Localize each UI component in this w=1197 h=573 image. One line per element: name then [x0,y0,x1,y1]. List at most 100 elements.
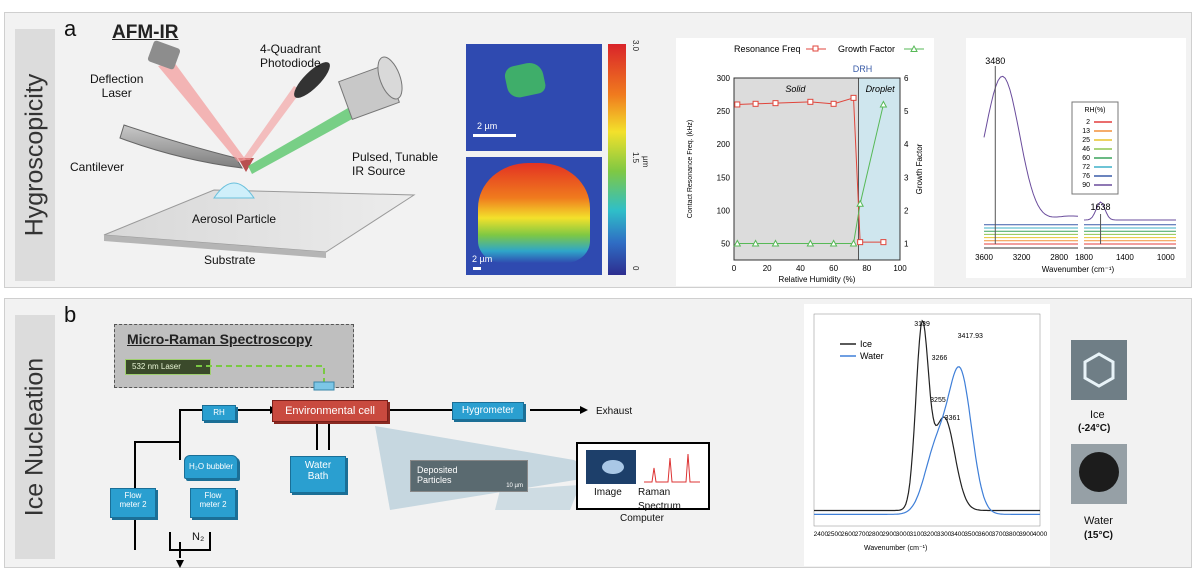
x-tick-label: 3600 [978,531,993,538]
peak-label: 3417.93 [958,333,983,340]
x-tick-label: 60 [829,264,838,273]
afm-map-top: 2 µm [466,44,602,151]
x-tick-label: 3100 [909,531,924,538]
environmental-cell-label: Environmental cell [285,405,375,417]
legend-label-water: Water [860,351,884,361]
y-axis-label-left: Contact Resonance Freq. (kHz) [687,120,694,218]
ir-legend-label: 72 [1082,164,1090,171]
point-growth [733,239,742,247]
ir-legend-label: 2 [1086,119,1090,126]
series-line-1 [737,104,884,244]
afm-colorbar [608,44,626,275]
label-substrate: Substrate [204,253,256,267]
n2-label: N₂ [192,531,205,543]
afm-map-3d: 2 µm [466,157,602,275]
ir-trace-90 [983,75,1079,218]
x-tick-label: 2700 [855,531,870,538]
ice-photo [1071,340,1127,400]
colorbar-tick-mid: 1.5 [631,152,640,164]
rh-box: RH [202,405,236,421]
chart-ir: 3600 3200 2800 1800 1400 1000 Wavenumber (cm⁻¹… [966,38,1186,278]
x-tick-label: 2900 [882,531,897,538]
point-resonance [857,239,864,246]
chart-raman: 2400 2500 2600 2700 2800 2900 3000 3100 3200 3300… [804,304,1050,566]
y-tick-label-left: 50 [721,239,730,248]
raman-spectrum-label: Raman Spectrum [638,487,681,512]
x-tick-label: 3500 [964,531,979,538]
water-photo [1071,444,1127,504]
raman-trace-ice [814,319,1040,512]
x-tick-label: 20 [763,264,772,273]
raman-box-title: Micro-Raman Spectroscopy [127,331,313,347]
legend-marker-resonance [812,45,819,52]
region-label-droplet: Droplet [866,84,896,94]
chart-rh: DRH Solid Droplet 0 20 40 60 80 100 50 100 150 200 25… [676,38,934,286]
label-cantilever: Cantilever [70,160,125,174]
peak-label: 3266 [932,355,948,362]
legend-growth: Growth Factor [838,44,895,54]
point-resonance [752,100,759,107]
y-tick-label-right: 4 [904,140,909,149]
point-growth [849,239,858,247]
x-tick-label: 1800 [1075,253,1093,262]
point-growth [751,239,760,247]
point-resonance [807,98,814,105]
colorbar-tick-top: 3.0 [631,40,640,52]
ir-legend-label: 25 [1082,137,1090,144]
panel-letter-a: a [64,16,77,41]
ir-legend-title: RH(%) [1085,107,1106,114]
point-resonance [734,101,741,108]
droplet-region [858,78,900,260]
y-tick-label-left: 300 [717,74,731,83]
afm-ir-schematic: AFM-IR Deflection Laser 4-Quadrant Photodi… [64,20,444,270]
legend-label-ice: Ice [860,339,872,349]
plot-frame [813,313,1041,527]
particle-3d-view [478,163,590,263]
particle-thumb [602,460,624,474]
scalebar-3d-label: 2 µm [472,254,493,264]
water-label: Water [1084,515,1113,527]
side-label-ice-nucleation: Ice Nucleation [20,357,49,517]
label-ir-source: Pulsed, Tunable IR Source [352,150,439,178]
scalebar-top-label: 2 µm [477,121,498,131]
afm-ir-title: AFM-IR [112,22,179,43]
colorbar-tick-bottom: 0 [631,266,640,271]
x-axis-label: Relative Humidity (%) [779,275,856,284]
peak-label: 3255 [930,397,946,404]
point-growth [879,100,888,108]
panel-letter-b: b [64,302,77,327]
laser-box: 532 nm Laser [125,359,211,375]
image-label: Image [594,487,622,498]
y-tick-label-right: 2 [904,206,909,215]
y-tick-label-right: 1 [904,239,909,248]
side-label-hygroscopicity: Hygroscopicity [20,73,49,237]
water-temp: (15°C) [1084,530,1114,541]
y-tick-label-left: 250 [717,107,731,116]
x-tick-label: 2500 [827,531,842,538]
ir-legend-box [1071,101,1119,195]
ice-crystal-icon [1083,352,1115,388]
label-aerosol-particle: Aerosol Particle [192,212,277,226]
x-tick-label: 3200 [1013,253,1031,262]
x-tick-label: 4000 [1033,531,1048,538]
peak-label: 3139 [914,321,930,328]
point-resonance [880,239,887,246]
side-label-box-b: Ice Nucleation [15,315,55,559]
peak-label-3480: 3480 [985,56,1005,66]
ir-legend-label: 46 [1082,146,1090,153]
x-tick-label: 1000 [1157,253,1175,262]
x-tick-label: 2800 [1050,253,1068,262]
point-growth [856,199,865,207]
ir-legend-label: 90 [1082,182,1090,189]
ice-temp: (-24°C) [1078,423,1111,434]
laser-label: 532 nm Laser [132,362,181,371]
scalebar-top [473,134,516,137]
water-bath: Water Bath [290,456,346,493]
deposited-particles-image: Deposited Particles 10 µm [410,460,528,492]
peak-label-1638: 1638 [1091,202,1111,212]
x-tick-label: 100 [893,264,907,273]
raman-box: Micro-Raman Spectroscopy 532 nm Laser [114,324,354,388]
x-tick-label: 80 [862,264,871,273]
series-line-0 [737,97,884,243]
x-tick-label: 0 [732,264,737,273]
